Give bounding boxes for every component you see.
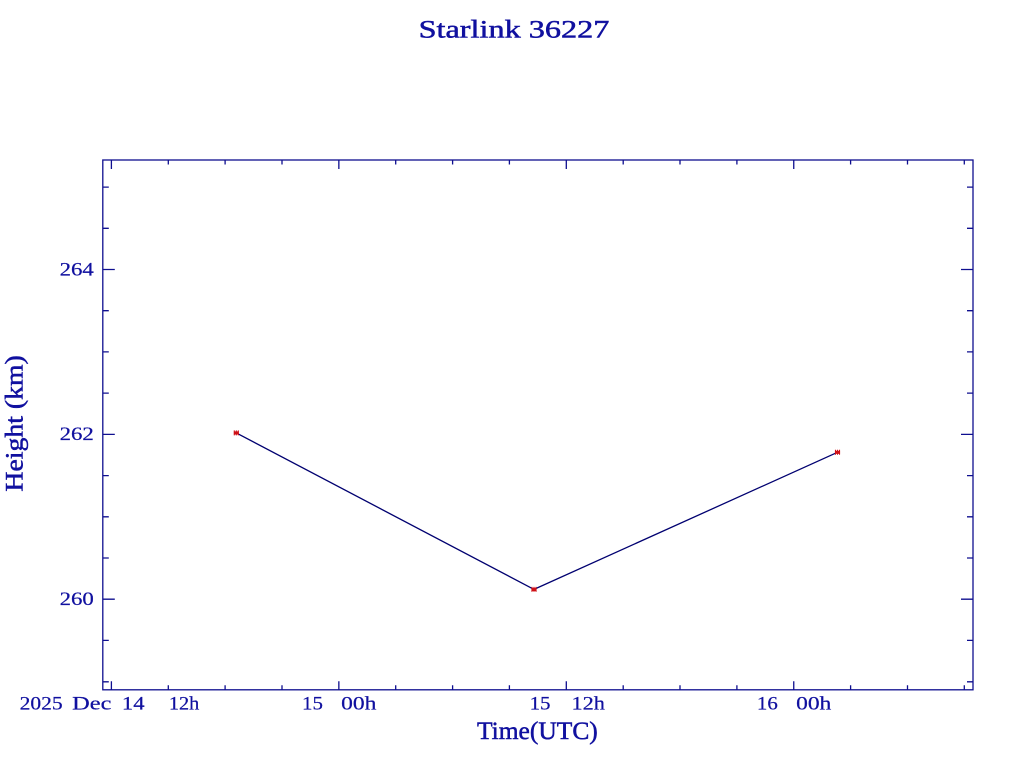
svg-text:262: 262 (60, 424, 94, 445)
svg-text:12h: 12h (169, 694, 200, 715)
svg-text:12h: 12h (572, 694, 606, 715)
svg-text:2025: 2025 (20, 694, 63, 715)
svg-text:260: 260 (60, 589, 94, 610)
svg-text:15: 15 (530, 694, 551, 715)
svg-text:Time(UTC): Time(UTC) (477, 717, 598, 745)
svg-text:264: 264 (60, 259, 95, 280)
svg-text:Starlink 36227: Starlink 36227 (419, 15, 610, 44)
svg-text:16: 16 (757, 694, 778, 715)
svg-text:15: 15 (302, 694, 323, 715)
svg-text:Dec: Dec (72, 694, 111, 715)
svg-text:00h: 00h (341, 694, 377, 715)
svg-text:Height (km): Height (km) (1, 355, 29, 491)
svg-text:00h: 00h (796, 694, 832, 715)
svg-text:14: 14 (122, 694, 145, 715)
